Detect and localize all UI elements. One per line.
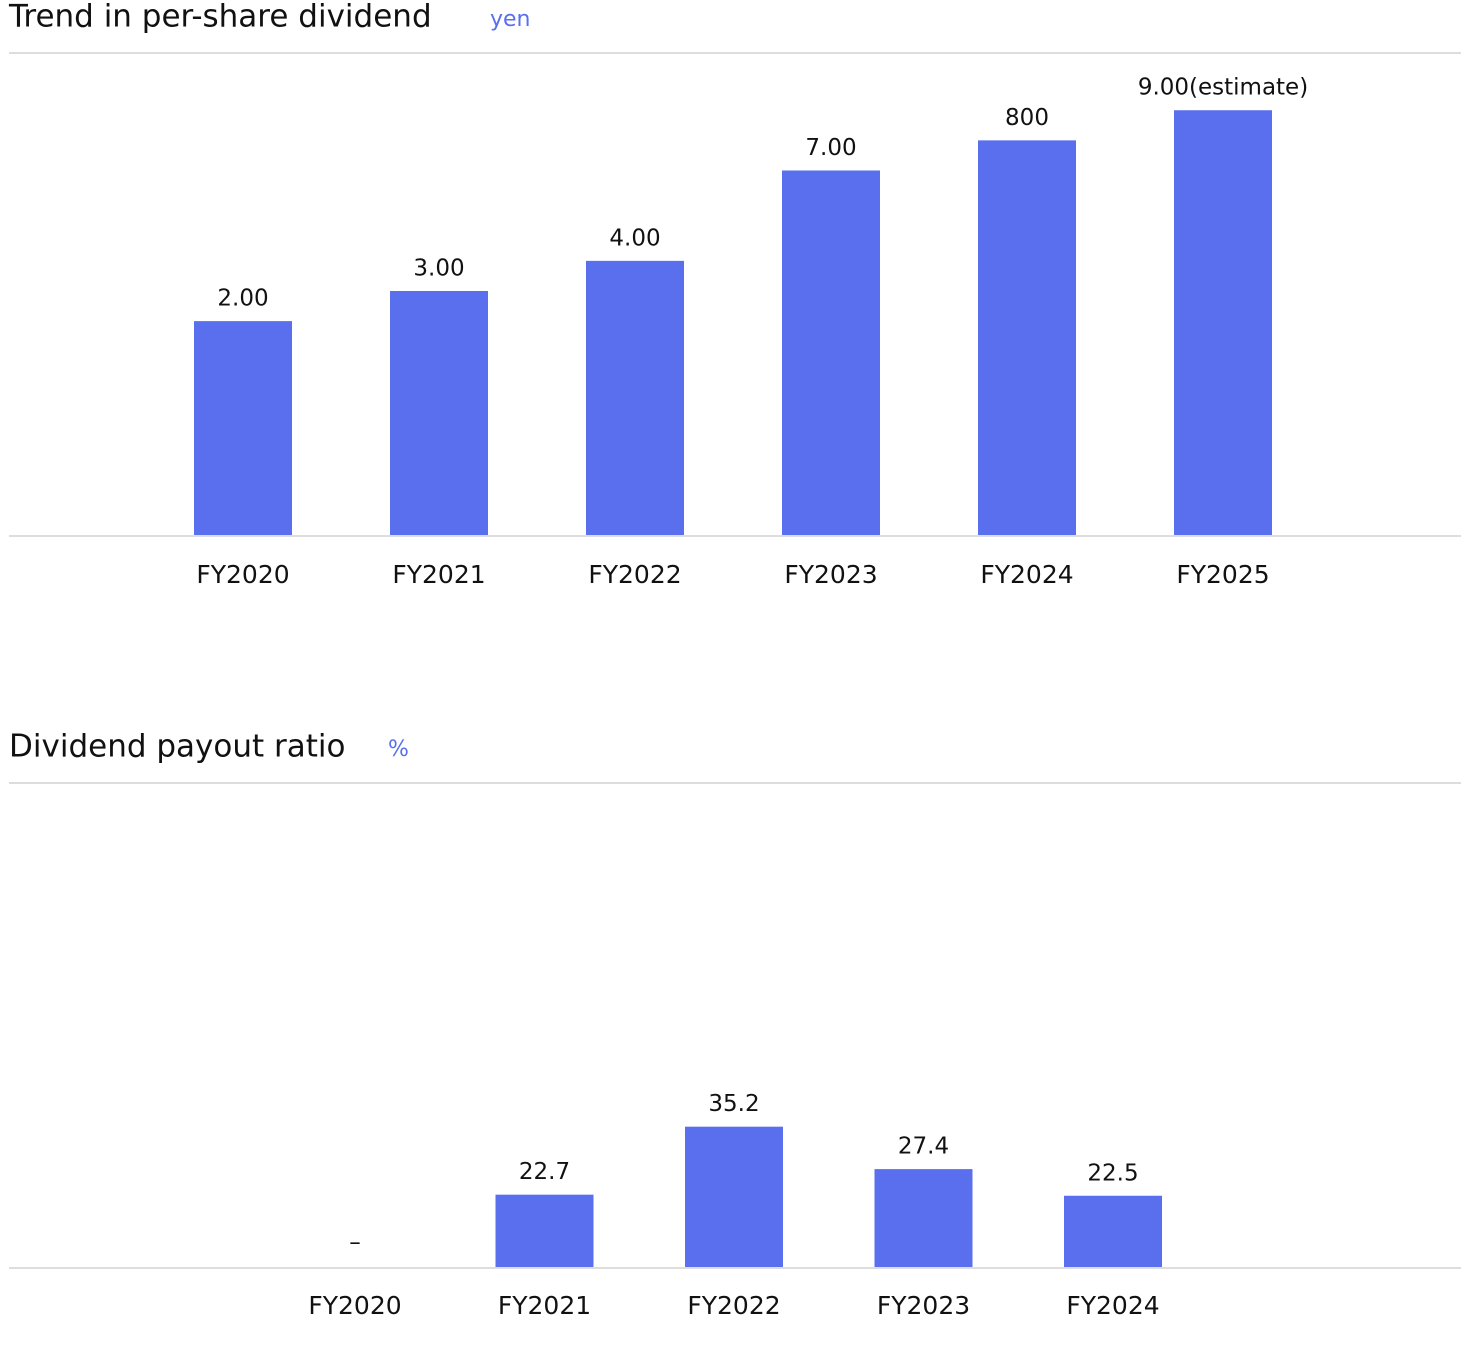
chart-title: Trend in per-share dividend	[8, 0, 432, 35]
bar	[390, 290, 488, 535]
x-tick-label: FY2023	[784, 560, 877, 589]
value-label: 9.00(estimate)	[1138, 75, 1308, 101]
value-label: 800	[1005, 105, 1049, 131]
bar	[685, 1126, 783, 1267]
x-tick-label: FY2025	[1176, 560, 1269, 589]
value-label: 22.5	[1087, 1160, 1138, 1186]
x-tick-label: FY2024	[980, 560, 1073, 589]
x-tick-label: FY2024	[1066, 1291, 1159, 1320]
unit-label: yen	[490, 7, 531, 32]
bar	[782, 170, 880, 536]
value-label: –	[349, 1230, 361, 1256]
x-tick-label: FY2021	[392, 560, 485, 589]
x-tick-label: FY2021	[498, 1291, 591, 1320]
value-label: 4.00	[609, 225, 660, 251]
bar	[586, 260, 684, 535]
unit-label: %	[388, 737, 409, 762]
value-label: 7.00	[805, 135, 856, 161]
bar	[1174, 110, 1272, 536]
value-label: 22.7	[519, 1159, 570, 1185]
value-label: 3.00	[413, 255, 464, 281]
chart-title: Dividend payout ratio	[9, 729, 346, 765]
bar	[874, 1169, 973, 1267]
x-tick-label: FY2022	[687, 1291, 780, 1320]
value-label: 2.00	[217, 286, 268, 312]
bar	[978, 140, 1076, 536]
bar	[495, 1194, 594, 1267]
x-tick-label: FY2020	[196, 560, 289, 589]
value-label: 35.2	[708, 1091, 759, 1117]
value-label: 27.4	[898, 1134, 949, 1160]
bar	[1064, 1195, 1162, 1267]
x-tick-label: FY2022	[588, 560, 681, 589]
x-tick-label: FY2020	[308, 1291, 401, 1320]
x-tick-label: FY2023	[877, 1291, 970, 1320]
bar	[194, 321, 292, 535]
